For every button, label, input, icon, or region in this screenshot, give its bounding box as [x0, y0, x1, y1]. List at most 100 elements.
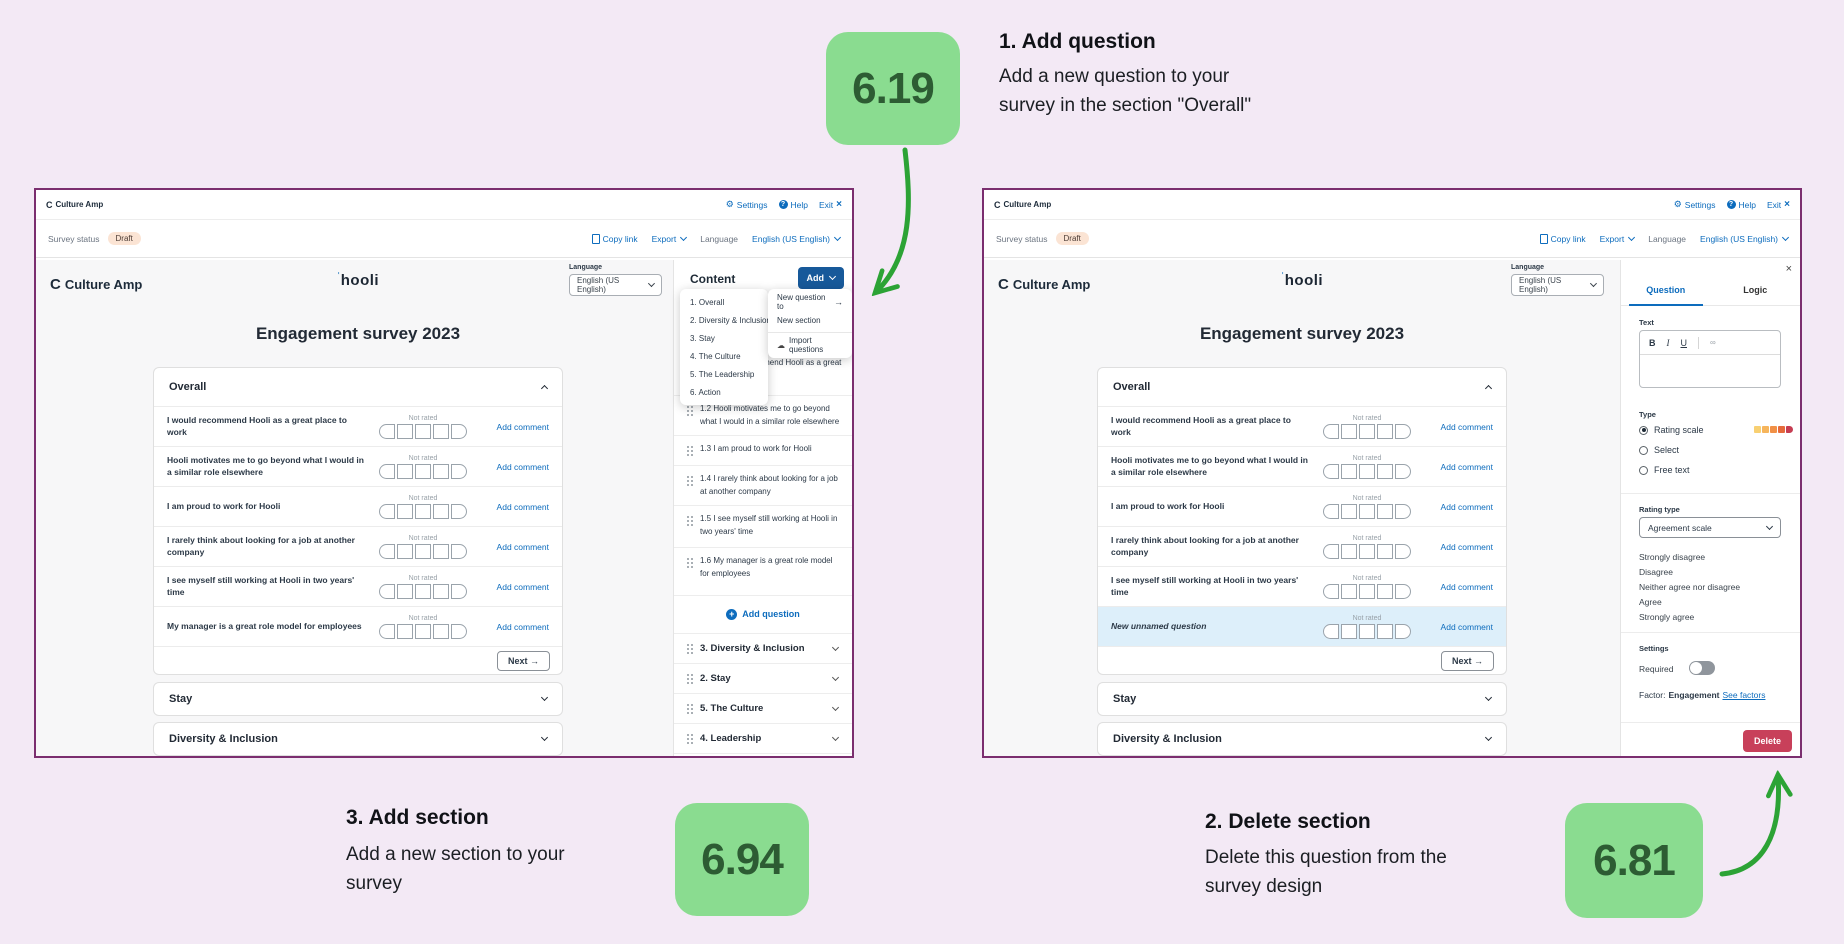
list-item[interactable]: 1.3 I am proud to work for Hooli [674, 436, 852, 466]
stay-section-card[interactable]: Stay [1097, 682, 1507, 716]
rating-box[interactable] [1377, 463, 1393, 479]
rating-box[interactable] [451, 543, 467, 559]
language-dropdown[interactable]: English (US English) [752, 233, 842, 244]
rating-box[interactable] [415, 423, 431, 439]
see-factors-link[interactable]: See factors [1722, 690, 1766, 700]
tab-question[interactable]: Question [1646, 284, 1686, 295]
rating-box[interactable] [1341, 463, 1357, 479]
rating-box[interactable] [1323, 503, 1339, 519]
add-comment-link[interactable]: Add comment [1440, 621, 1493, 632]
rating-box[interactable] [451, 423, 467, 439]
section-list-item[interactable]: 4. Leadership [674, 724, 852, 754]
radio-selected-icon[interactable] [1639, 425, 1648, 435]
required-toggle[interactable] [1689, 661, 1715, 675]
rating-box[interactable] [1341, 623, 1357, 639]
rating-box[interactable] [1359, 623, 1375, 639]
section-list-item[interactable]: 3. Diversity & Inclusion [674, 634, 852, 664]
settings-button[interactable]: ⚙ Settings [725, 199, 768, 210]
rating-box[interactable] [415, 543, 431, 559]
rating-box[interactable] [451, 583, 467, 599]
stay-section-card[interactable]: Stay [153, 682, 563, 716]
delete-button[interactable]: Delete [1742, 730, 1792, 752]
rating-box[interactable] [379, 463, 395, 479]
rating-box[interactable] [415, 623, 431, 639]
drag-handle-icon[interactable] [686, 733, 693, 744]
rating-box[interactable] [397, 463, 413, 479]
rating-box[interactable] [1377, 583, 1393, 599]
drag-handle-icon[interactable] [686, 475, 693, 486]
type-option-select[interactable]: Select [1639, 445, 1679, 455]
rating-box[interactable] [451, 503, 467, 519]
rating-box[interactable] [1377, 623, 1393, 639]
menu-item-new-section[interactable]: New section [777, 315, 821, 325]
rating-box[interactable] [1341, 423, 1357, 439]
rating-box[interactable] [397, 423, 413, 439]
question-text-editor[interactable]: B I U ∞ [1639, 330, 1781, 388]
radio-icon[interactable] [1639, 445, 1648, 455]
rating-box[interactable] [1395, 463, 1411, 479]
settings-button[interactable]: ⚙ Settings [1673, 199, 1716, 210]
drag-handle-icon[interactable] [686, 445, 693, 456]
rating-box[interactable] [379, 503, 395, 519]
add-comment-link[interactable]: Add comment [496, 461, 549, 472]
section-list-item[interactable]: 5. The Culture [674, 694, 852, 724]
drag-handle-icon[interactable] [686, 515, 693, 526]
rating-box[interactable] [1323, 583, 1339, 599]
rating-box[interactable] [1359, 583, 1375, 599]
drag-handle-icon[interactable] [686, 557, 693, 568]
section-list-item[interactable]: 2. Stay [674, 664, 852, 694]
export-dropdown[interactable]: Export [1600, 233, 1636, 244]
rating-box[interactable] [379, 623, 395, 639]
rating-box[interactable] [1359, 423, 1375, 439]
rating-box[interactable] [379, 583, 395, 599]
rating-box[interactable] [1395, 623, 1411, 639]
rating-box[interactable] [433, 623, 449, 639]
rating-box[interactable] [433, 423, 449, 439]
rating-box[interactable] [1395, 503, 1411, 519]
drag-handle-icon[interactable] [686, 405, 693, 416]
rating-box[interactable] [433, 583, 449, 599]
add-comment-link[interactable]: Add comment [1440, 421, 1493, 432]
help-button[interactable]: ? Help [1726, 200, 1756, 210]
add-button[interactable]: Add [797, 267, 844, 289]
survey-language-select[interactable]: English (US English) [569, 274, 662, 296]
copy-link-button[interactable]: Copy link [591, 231, 638, 244]
menu-item-new-question[interactable]: New question to → [777, 293, 843, 311]
rating-box[interactable] [1377, 423, 1393, 439]
add-question-link[interactable]: + Add question [674, 596, 852, 634]
rating-box[interactable] [415, 463, 431, 479]
rating-box[interactable] [1359, 463, 1375, 479]
next-button[interactable]: Next → [496, 651, 550, 671]
collapse-chevron-icon[interactable] [540, 384, 549, 393]
add-comment-link[interactable]: Add comment [1440, 581, 1493, 592]
add-comment-link[interactable]: Add comment [1440, 501, 1493, 512]
question-text-input[interactable] [1640, 355, 1780, 388]
link-icon[interactable]: ∞ [1710, 338, 1716, 347]
rating-box[interactable] [1341, 543, 1357, 559]
rating-box[interactable] [433, 503, 449, 519]
rating-box[interactable] [1323, 543, 1339, 559]
list-item[interactable]: 1.6 My manager is a great role model for… [674, 548, 852, 596]
rating-box[interactable] [415, 583, 431, 599]
copy-link-button[interactable]: Copy link [1539, 231, 1586, 244]
new-question-row-highlighted[interactable]: New unnamed question Not rated Add comme… [1098, 606, 1506, 646]
add-comment-link[interactable]: Add comment [1440, 461, 1493, 472]
add-comment-link[interactable]: Add comment [496, 501, 549, 512]
rating-box[interactable] [379, 423, 395, 439]
rating-box[interactable] [397, 583, 413, 599]
rating-box[interactable] [1395, 423, 1411, 439]
exit-button[interactable]: Exit × [1766, 199, 1790, 210]
list-item[interactable]: 1.5 I see myself still working at Hooli … [674, 506, 852, 548]
type-option-free-text[interactable]: Free text [1639, 465, 1690, 475]
drag-handle-icon[interactable] [686, 673, 693, 684]
rating-box[interactable] [1395, 583, 1411, 599]
submenu-item[interactable]: 2. Diversity & Inclusion [690, 315, 771, 325]
radio-icon[interactable] [1639, 465, 1648, 475]
rating-box[interactable] [397, 623, 413, 639]
underline-icon[interactable]: U [1680, 337, 1688, 348]
rating-type-select[interactable]: Agreement scale [1639, 517, 1781, 538]
rating-box[interactable] [1323, 423, 1339, 439]
diversity-section-card[interactable]: Diversity & Inclusion [1097, 722, 1507, 756]
drag-handle-icon[interactable] [686, 703, 693, 714]
list-item[interactable]: 1.4 I rarely think about looking for a j… [674, 466, 852, 506]
